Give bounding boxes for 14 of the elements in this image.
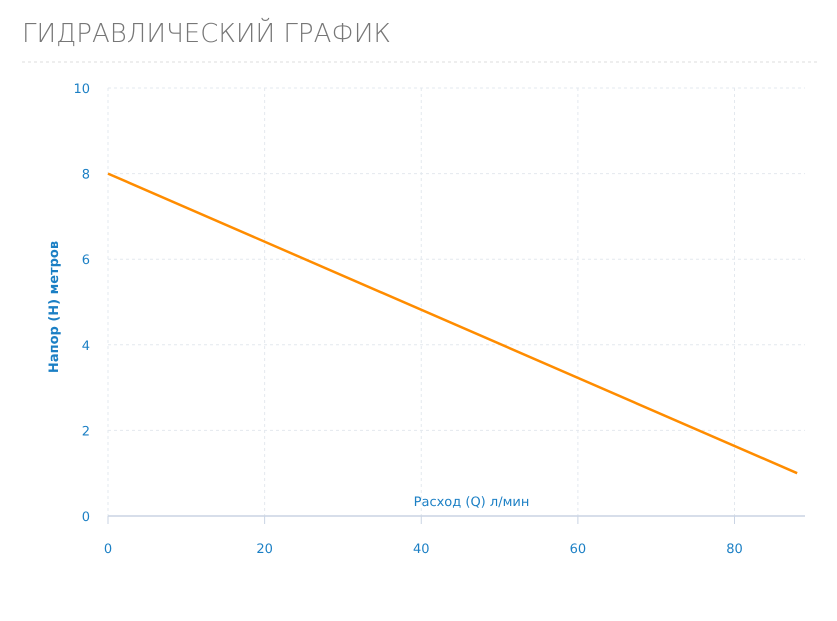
x-tick-label: 40: [412, 542, 430, 557]
chart-title: ГИДРАВЛИЧЕСКИЙ ГРАФИК: [22, 17, 391, 49]
x-tick-label: 60: [570, 542, 586, 557]
y-tick-label: 0: [82, 510, 90, 525]
y-tick-label: 8: [82, 168, 90, 183]
x-tick-label: 20: [256, 542, 273, 557]
y-axis-title: Напор (H) метров: [47, 240, 62, 374]
x-tick-label: 0: [104, 542, 112, 557]
y-tick-label: 4: [82, 338, 90, 354]
y-tick-label: 6: [82, 253, 90, 268]
x-tick-label: 80: [726, 542, 743, 557]
x-axis-title: Расход (Q) л/мин: [414, 495, 530, 510]
y-tick-label: 10: [73, 82, 90, 97]
y-tick-label: 2: [82, 424, 90, 440]
